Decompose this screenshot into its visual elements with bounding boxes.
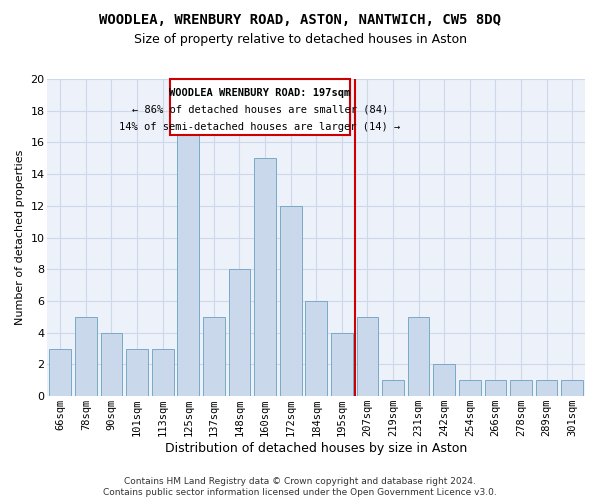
Text: WOODLEA WRENBURY ROAD: 197sqm: WOODLEA WRENBURY ROAD: 197sqm <box>169 88 350 98</box>
Text: 14% of semi-detached houses are larger (14) →: 14% of semi-detached houses are larger (… <box>119 122 401 132</box>
Bar <box>254 158 276 396</box>
Bar <box>382 380 404 396</box>
Bar <box>562 380 583 396</box>
Bar <box>485 380 506 396</box>
Bar <box>536 380 557 396</box>
Bar <box>101 332 122 396</box>
Bar <box>305 301 327 396</box>
Text: WOODLEA, WRENBURY ROAD, ASTON, NANTWICH, CW5 8DQ: WOODLEA, WRENBURY ROAD, ASTON, NANTWICH,… <box>99 12 501 26</box>
Bar <box>49 348 71 396</box>
Text: Contains public sector information licensed under the Open Government Licence v3: Contains public sector information licen… <box>103 488 497 497</box>
Bar <box>203 317 225 396</box>
FancyBboxPatch shape <box>170 79 350 134</box>
Bar <box>408 317 430 396</box>
Bar <box>459 380 481 396</box>
Bar <box>510 380 532 396</box>
Bar <box>331 332 353 396</box>
Y-axis label: Number of detached properties: Number of detached properties <box>15 150 25 326</box>
Bar <box>433 364 455 396</box>
Bar <box>75 317 97 396</box>
Bar <box>126 348 148 396</box>
Bar <box>229 270 250 396</box>
Bar <box>152 348 173 396</box>
Bar <box>178 126 199 396</box>
Bar <box>280 206 302 396</box>
Text: Contains HM Land Registry data © Crown copyright and database right 2024.: Contains HM Land Registry data © Crown c… <box>124 476 476 486</box>
X-axis label: Distribution of detached houses by size in Aston: Distribution of detached houses by size … <box>165 442 467 455</box>
Text: Size of property relative to detached houses in Aston: Size of property relative to detached ho… <box>133 32 467 46</box>
Text: ← 86% of detached houses are smaller (84): ← 86% of detached houses are smaller (84… <box>132 104 388 115</box>
Bar <box>356 317 379 396</box>
